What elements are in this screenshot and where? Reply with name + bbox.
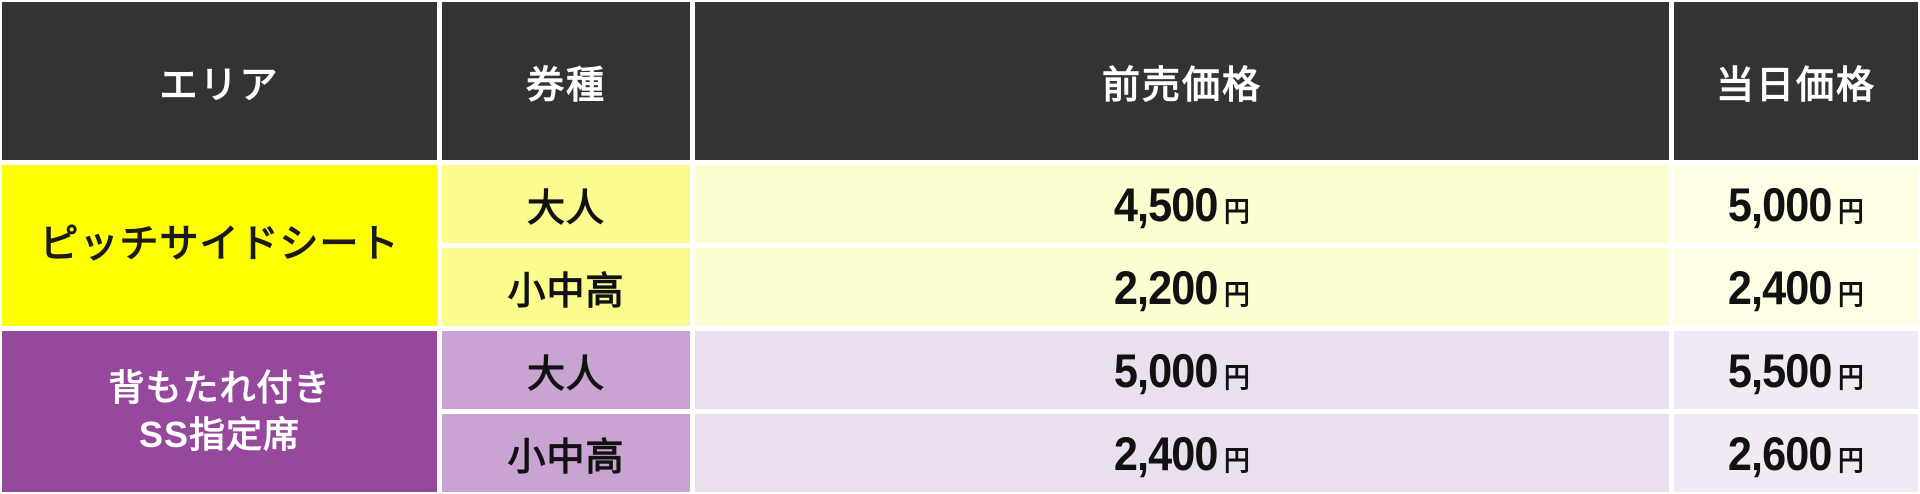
yen-suffix: 円 <box>1224 278 1250 310</box>
yen-suffix: 円 <box>1224 444 1250 476</box>
price-value: 5,000 <box>1728 177 1833 231</box>
yen-suffix: 円 <box>1838 278 1864 310</box>
price-value: 2,400 <box>1114 426 1219 480</box>
area-cell-ss-reserved: 背もたれ付き SS指定席 <box>2 331 437 492</box>
yen-suffix: 円 <box>1838 195 1864 227</box>
area-cell-pitchside: ピッチサイドシート <box>2 165 437 326</box>
price-value: 2,600 <box>1728 426 1833 480</box>
price-value: 5,500 <box>1728 343 1833 397</box>
area-label: ピッチサイドシート <box>39 223 400 267</box>
yen-suffix: 円 <box>1838 361 1864 393</box>
ticket-type-cell: 小中高 <box>442 414 690 492</box>
price-value: 2,400 <box>1728 260 1833 314</box>
day-price-cell: 2,400 円 <box>1674 248 1918 326</box>
ticket-type-cell: 大人 <box>442 165 690 243</box>
price-value: 4,500 <box>1114 177 1219 231</box>
area-label-line2: SS指定席 <box>138 413 301 455</box>
day-price-cell: 2,600 円 <box>1674 414 1918 492</box>
day-price-cell: 5,500 円 <box>1674 331 1918 409</box>
header-area: エリア <box>2 2 437 160</box>
advance-price-cell: 5,000 円 <box>695 331 1669 409</box>
header-advance-price: 前売価格 <box>695 2 1669 160</box>
advance-price-cell: 4,500 円 <box>695 165 1669 243</box>
advance-price-cell: 2,400 円 <box>695 414 1669 492</box>
advance-price-cell: 2,200 円 <box>695 248 1669 326</box>
area-label-line1: 背もたれ付き <box>108 366 331 408</box>
price-value: 2,200 <box>1114 260 1219 314</box>
price-value: 5,000 <box>1114 343 1219 397</box>
ticket-type-cell: 小中高 <box>442 248 690 326</box>
header-day-price: 当日価格 <box>1674 2 1918 160</box>
yen-suffix: 円 <box>1224 361 1250 393</box>
yen-suffix: 円 <box>1838 444 1864 476</box>
header-ticket-type: 券種 <box>442 2 690 160</box>
ticket-type-cell: 大人 <box>442 331 690 409</box>
day-price-cell: 5,000 円 <box>1674 165 1918 243</box>
yen-suffix: 円 <box>1224 195 1250 227</box>
